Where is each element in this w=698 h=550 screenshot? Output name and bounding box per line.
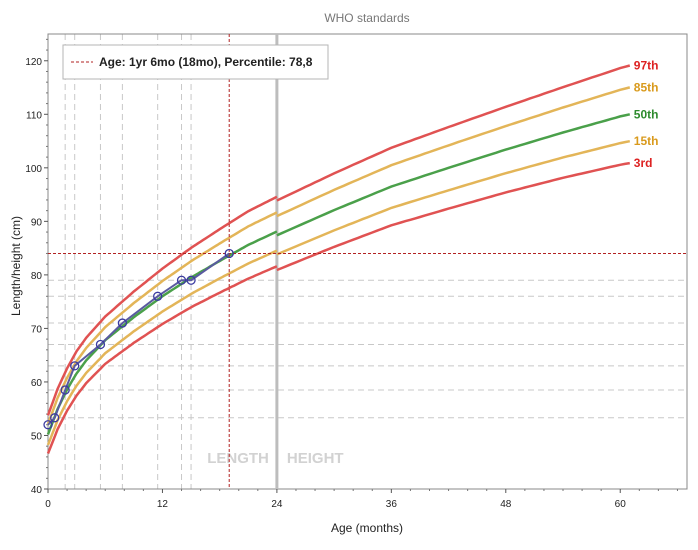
plot-area: 0 12 24 36 48 60 40 50 60 70 80 90 100 110 120 LENGTH HE… [25, 33, 688, 510]
percentile-curve-length [46, 211, 278, 425]
y-tick-label: 50 [31, 431, 43, 442]
percentile-label: 50th [634, 107, 659, 121]
plot-frame [47, 33, 688, 490]
y-tick-label: 90 [31, 217, 43, 228]
legend-entry: Age: 1yr 6mo (18mo), Percentile: 78,8 [99, 55, 313, 69]
measurement-point[interactable] [153, 291, 163, 301]
measurement-point[interactable] [70, 361, 80, 371]
x-axis-label: Age (months) [331, 521, 403, 535]
x-tick-label: 36 [386, 499, 398, 510]
measurement-line [47, 252, 230, 426]
percentile-label: 85th [634, 80, 659, 94]
percentile-curve-length [46, 195, 278, 416]
legend-box [62, 44, 329, 80]
measurement-point[interactable] [50, 413, 60, 423]
percentile-curve-length [46, 265, 278, 454]
percentile-label: 15th [634, 134, 659, 148]
measurement-point[interactable] [60, 385, 70, 395]
x-tick-label: 48 [500, 499, 512, 510]
percentile-label: 3rd [634, 156, 653, 170]
x-tick-label: 0 [45, 499, 51, 510]
length-region-label: LENGTH [207, 450, 269, 467]
measurement-point[interactable] [117, 318, 128, 328]
y-tick-label: 70 [31, 324, 43, 335]
y-tick-label: 120 [25, 57, 42, 68]
y-tick-label: 80 [31, 271, 43, 282]
percentile-label: 97th [634, 58, 659, 72]
height-region-label: HEIGHT [287, 450, 344, 467]
measurement-point[interactable] [224, 248, 234, 259]
x-tick-label: 60 [615, 499, 627, 510]
percentile-curve-height [276, 139, 631, 256]
percentile-curve-length [46, 230, 278, 435]
percentile-curve-height [276, 161, 631, 272]
y-tick-label: 100 [25, 164, 42, 175]
percentile-curve-height [276, 86, 631, 218]
x-tick-label: 24 [271, 499, 283, 510]
percentile-curve-length [46, 249, 278, 446]
measurement-point[interactable] [95, 339, 106, 350]
y-tick-label: 40 [31, 485, 43, 496]
x-tick-label: 12 [157, 499, 169, 510]
y-tick-label: 60 [31, 378, 43, 389]
percentile-curve-height [276, 113, 631, 237]
chart-title: WHO standards [324, 11, 409, 25]
measurement-point[interactable] [186, 275, 196, 285]
plot-background [48, 34, 687, 489]
measurement-point[interactable] [43, 420, 53, 430]
percentile-curve-height [276, 64, 631, 202]
y-tick-label: 110 [26, 110, 42, 121]
measurement-point[interactable] [176, 275, 187, 285]
y-axis-label: Length/height (cm) [9, 216, 23, 316]
